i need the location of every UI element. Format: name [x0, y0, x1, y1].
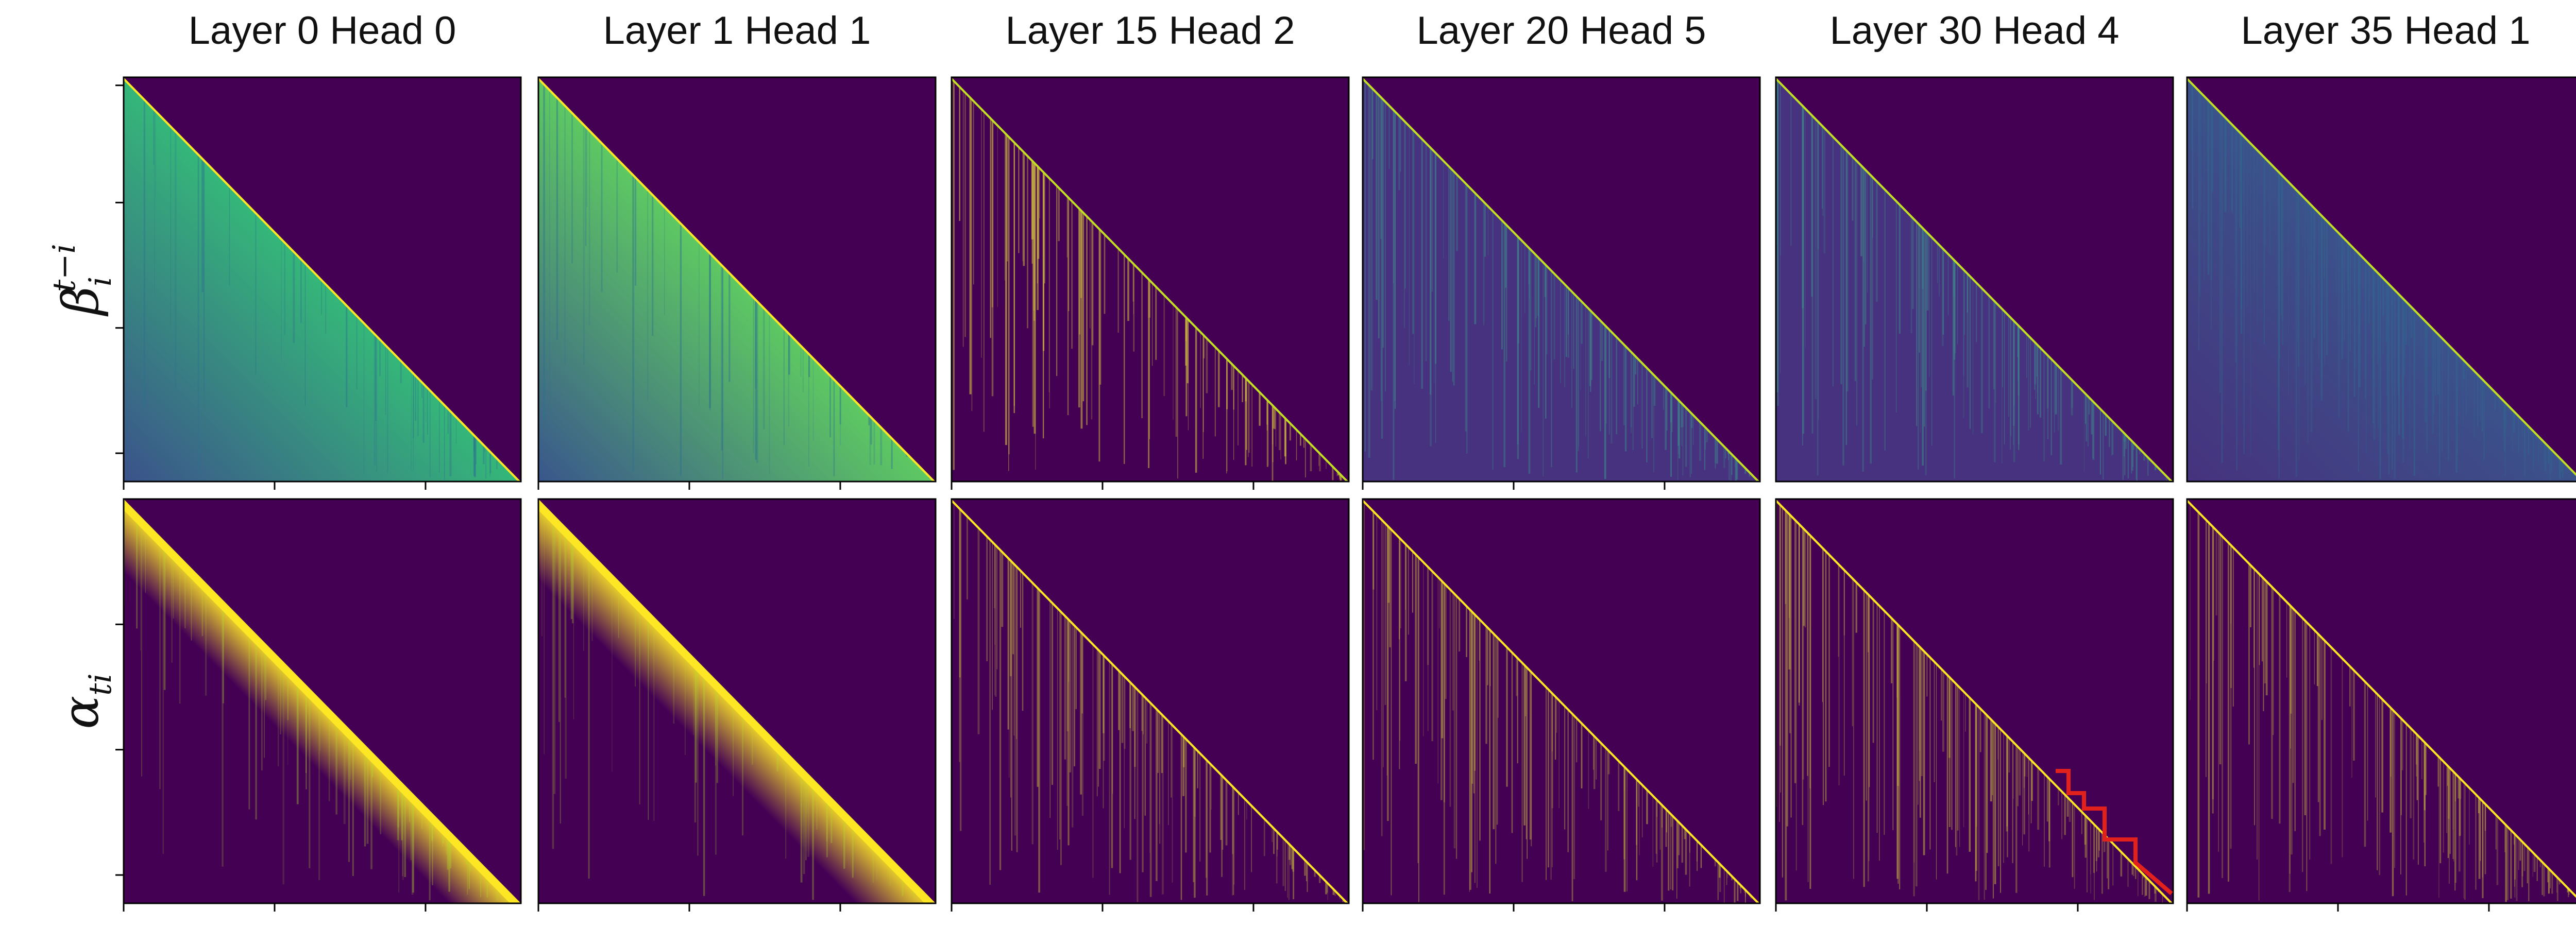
row-label: αti — [52, 673, 118, 729]
panel-frame — [1362, 76, 1761, 483]
panel-frame — [537, 76, 937, 483]
diagonal — [952, 77, 1349, 482]
heatmap-panel — [1362, 76, 1761, 490]
heatmap-panel — [537, 76, 937, 490]
panel-frame — [2186, 76, 2576, 483]
panel-frame — [951, 498, 1350, 904]
diagonal — [124, 77, 521, 482]
heatmap-panel — [1775, 76, 2174, 483]
panel-title: Layer 0 Head 0 — [189, 9, 456, 53]
heatmap-panel — [1362, 498, 1761, 912]
diagonal — [538, 77, 936, 482]
annotation-bracket — [2056, 769, 2173, 896]
panel-frame — [1775, 76, 2174, 483]
row-label-base: α — [52, 696, 110, 729]
panel-title: Layer 15 Head 2 — [1006, 9, 1295, 53]
row-label-sup: t−i — [46, 244, 82, 292]
diagonal — [1363, 77, 1760, 482]
heatmap-panel — [951, 498, 1350, 912]
heatmap-panel — [1775, 498, 2174, 912]
diagonal — [2187, 77, 2576, 482]
panel-title: Layer 1 Head 1 — [603, 9, 871, 53]
panel-title: Layer 30 Head 4 — [1830, 9, 2120, 53]
heatmap-panel — [115, 498, 522, 912]
panel-frame — [1362, 498, 1761, 904]
panel-frame — [1775, 498, 2174, 904]
panel-frame — [951, 76, 1350, 483]
panel-frame — [123, 76, 522, 483]
heatmap-panel — [115, 76, 522, 490]
heatmap-panel — [2186, 498, 2576, 912]
heatmap-panel — [951, 76, 1350, 490]
panel-title: Layer 20 Head 5 — [1417, 9, 1706, 53]
panel-frame — [537, 498, 937, 904]
panel-title: Layer 35 Head 1 — [2241, 9, 2531, 53]
panel-frame — [123, 498, 522, 904]
heatmap-panel — [2186, 76, 2576, 483]
heatmap-panel — [537, 498, 937, 912]
row-label-sub: ti — [82, 673, 118, 695]
panel-frame — [2186, 498, 2576, 904]
row-label-sub: i — [82, 277, 118, 286]
diagonal — [1776, 77, 2173, 482]
row-label-base: β — [52, 286, 110, 317]
row-label: βit−i — [46, 244, 118, 316]
